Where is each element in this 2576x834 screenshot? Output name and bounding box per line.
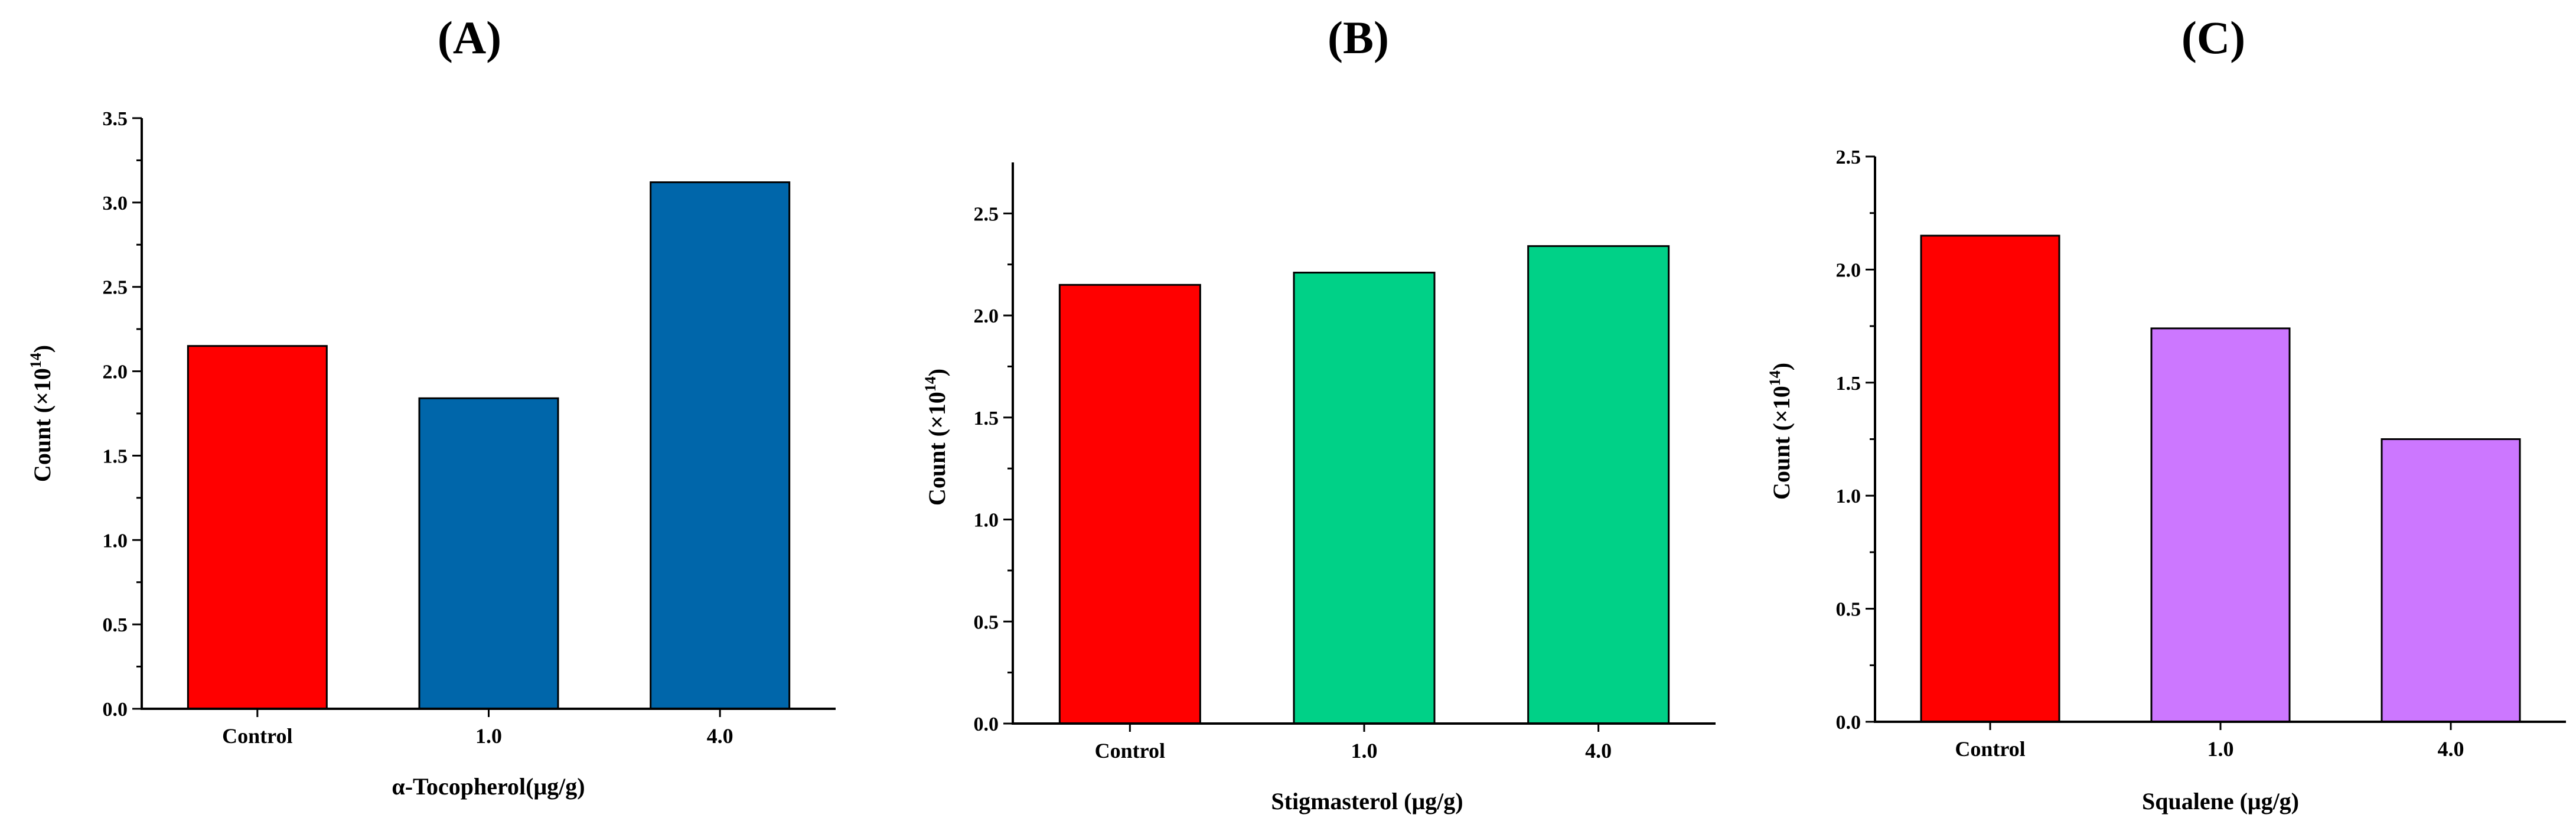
panel-c-ytick-label-6: 2.5 — [1836, 146, 1861, 168]
panel-b-ytick-label-6: 2.5 — [974, 203, 999, 225]
panel-b-ytick-label-1: 0.0 — [974, 714, 999, 735]
panel-c-ytick-label-5: 2.0 — [1836, 259, 1861, 281]
panel-c-bar-2 — [2150, 327, 2291, 723]
panel-a-xtick-label-3: 4.0 — [707, 724, 733, 748]
panel-b-title: (B) — [1328, 12, 1389, 63]
panel-b-bar-1 — [1058, 284, 1201, 725]
panel-c-ylabel-suffix: ) — [1768, 363, 1795, 370]
panel-a-ylabel-prefix: Count (×10 — [29, 368, 56, 482]
panel-c-xtick-label-1: Control — [1955, 737, 2025, 761]
panel-a-ytick-label-6: 2.5 — [103, 277, 128, 299]
panel-b-xlabel: Stigmasterol (μg/g) — [1271, 788, 1463, 815]
panel-b-ylabel: Count (×1014) — [922, 369, 950, 506]
panel-a-ylabel-suffix: ) — [29, 345, 56, 353]
panel-c-ytick-label-4: 1.5 — [1836, 373, 1861, 395]
panel-c: (C) Control 1.0 4.0 0.0 0.5 1.0 1.5 2.0 2.5 Squa… — [1766, 12, 2566, 815]
panel-b-xtick-label-1: Control — [1095, 739, 1165, 763]
panel-b-ylabel-suffix: ) — [924, 369, 950, 376]
panel-b-ytick-label-3: 1.0 — [974, 510, 999, 532]
panel-a-ytick-label-7: 3.0 — [103, 193, 128, 214]
panel-c-ylabel: Count (×1014) — [1766, 363, 1795, 500]
panel-a-ytick-label-2: 0.5 — [103, 614, 128, 636]
panel-a-ytick-label-3: 1.0 — [103, 530, 128, 552]
panel-a-ytick-label-4: 1.5 — [103, 445, 128, 467]
panel-b-ylabel-exp: 14 — [922, 376, 939, 392]
panel-c-bar-3 — [2381, 438, 2521, 723]
panel-c-xlabel: Squalene (μg/g) — [2142, 788, 2299, 815]
panel-a-xlabel: α-Tocopherol(μg/g) — [392, 773, 585, 800]
panel-b: (B) Control 1.0 4.0 0.0 0.5 1.0 1.5 2.0 2.5 Stig… — [922, 12, 1716, 815]
panel-a-ytick-label-5: 2.0 — [103, 361, 128, 383]
panel-b-ylabel-prefix: Count (×10 — [924, 392, 950, 506]
panel-c-ytick-label-2: 0.5 — [1836, 599, 1861, 621]
panel-a-title: (A) — [438, 12, 501, 63]
panel-a: (A) Control 1.0 4.0 0.0 0.5 1.0 1.5 2.0 2.5 3.0 3.… — [27, 12, 836, 800]
panel-a-plot: Control 1.0 4.0 0.0 0.5 1.0 1.5 2.0 2.5 3.0 3.5 — [103, 108, 836, 748]
panel-a-bar-1 — [187, 345, 328, 710]
panel-a-ytick-label-8: 3.5 — [103, 108, 128, 130]
panel-c-title: (C) — [2182, 12, 2245, 63]
panel-a-ylabel-exp: 14 — [27, 353, 44, 368]
panel-c-ytick-label-1: 0.0 — [1836, 712, 1861, 734]
panel-c-plot: Control 1.0 4.0 0.0 0.5 1.0 1.5 2.0 2.5 — [1836, 146, 2566, 761]
panel-a-ytick-label-1: 0.0 — [103, 699, 128, 721]
panel-c-xtick-label-2: 1.0 — [2207, 737, 2234, 761]
panel-c-xtick-label-3: 4.0 — [2438, 737, 2464, 761]
panel-c-ylabel-prefix: Count (×10 — [1768, 386, 1795, 500]
panel-b-bar-3 — [1527, 245, 1670, 725]
panel-c-ytick-label-3: 1.0 — [1836, 486, 1861, 507]
panel-b-xtick-label-3: 4.0 — [1585, 739, 1612, 763]
panel-a-xtick-label-1: Control — [222, 724, 292, 748]
panel-a-ylabel: Count (×1014) — [27, 345, 56, 482]
panel-a-bar-3 — [650, 181, 791, 710]
panel-c-ylabel-exp: 14 — [1766, 370, 1783, 386]
panel-b-ytick-label-4: 1.5 — [974, 408, 999, 429]
panel-b-bar-2 — [1293, 272, 1436, 725]
panel-b-plot: Control 1.0 4.0 0.0 0.5 1.0 1.5 2.0 2.5 — [974, 162, 1716, 763]
panel-c-bar-1 — [1920, 234, 2060, 723]
panel-b-xtick-label-2: 1.0 — [1351, 739, 1378, 763]
panel-a-bar-2 — [418, 397, 559, 710]
panel-a-xtick-label-2: 1.0 — [475, 724, 502, 748]
panel-b-ytick-label-2: 0.5 — [974, 611, 999, 633]
panel-b-ytick-label-5: 2.0 — [974, 305, 999, 327]
